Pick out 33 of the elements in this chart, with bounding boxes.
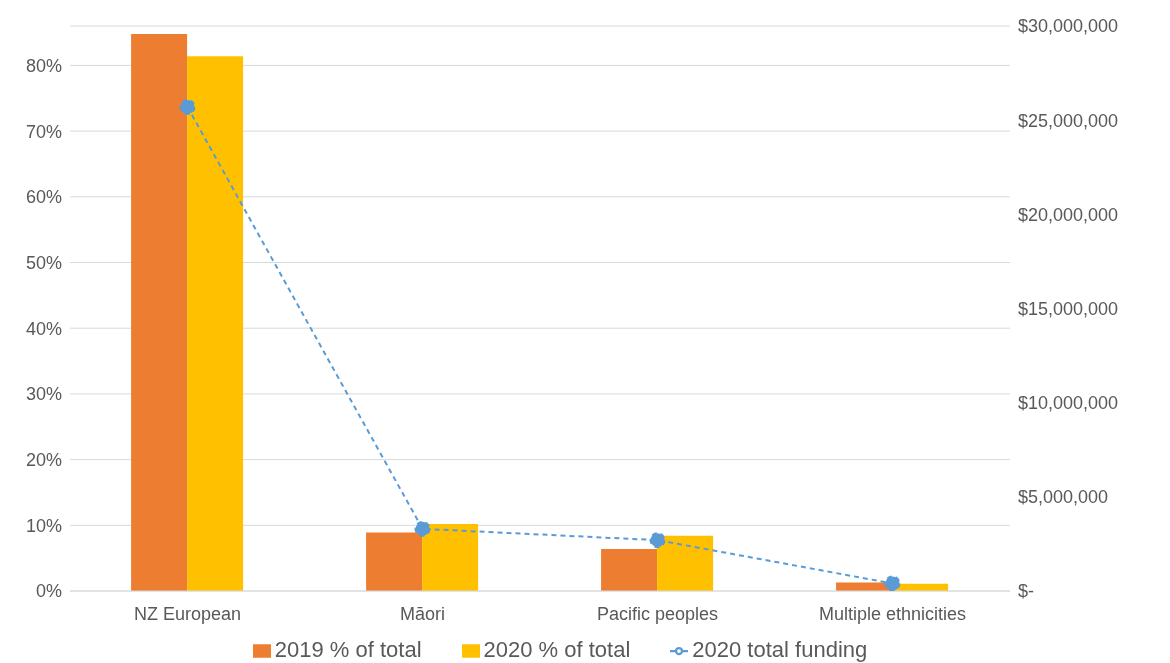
legend-label: 2020 % of total <box>483 637 631 662</box>
legend-label: 2019 % of total <box>274 637 422 662</box>
point <box>179 98 196 115</box>
x-tick-label: Multiple ethnicities <box>818 603 967 624</box>
y2-tick-label: $15,000,000 <box>1018 298 1119 319</box>
bar <box>422 523 479 591</box>
bar <box>366 532 423 591</box>
bar <box>187 56 244 591</box>
y-tick-label: 0% <box>35 581 62 602</box>
y2-tick-label: $30,000,000 <box>1018 16 1119 37</box>
bar <box>601 548 658 591</box>
x-tick-label: NZ European <box>133 603 242 624</box>
y2-tick-label: $20,000,000 <box>1018 204 1119 225</box>
y-tick-label: 40% <box>25 318 62 339</box>
y2-tick-label: $- <box>1018 581 1035 602</box>
y-tick-label: 80% <box>25 55 62 76</box>
y-tick-label: 60% <box>25 187 62 208</box>
y2-tick-label: $10,000,000 <box>1018 393 1119 414</box>
point <box>414 520 431 537</box>
y-tick-label: 50% <box>25 252 62 273</box>
x-tick-label: Pacific peoples <box>596 603 719 624</box>
y2-tick-label: $5,000,000 <box>1018 487 1109 508</box>
point <box>884 575 901 591</box>
y2-tick-label: $25,000,000 <box>1018 110 1119 131</box>
y-tick-label: 30% <box>25 384 62 405</box>
bar <box>131 33 188 591</box>
legend-label: 2020 total funding <box>692 637 868 662</box>
point <box>649 532 666 549</box>
bar <box>657 535 714 591</box>
y-tick-label: 10% <box>25 515 62 536</box>
y-tick-label: 70% <box>25 121 62 142</box>
y-tick-label: 20% <box>25 449 62 470</box>
x-tick-label: Māori <box>399 603 446 624</box>
